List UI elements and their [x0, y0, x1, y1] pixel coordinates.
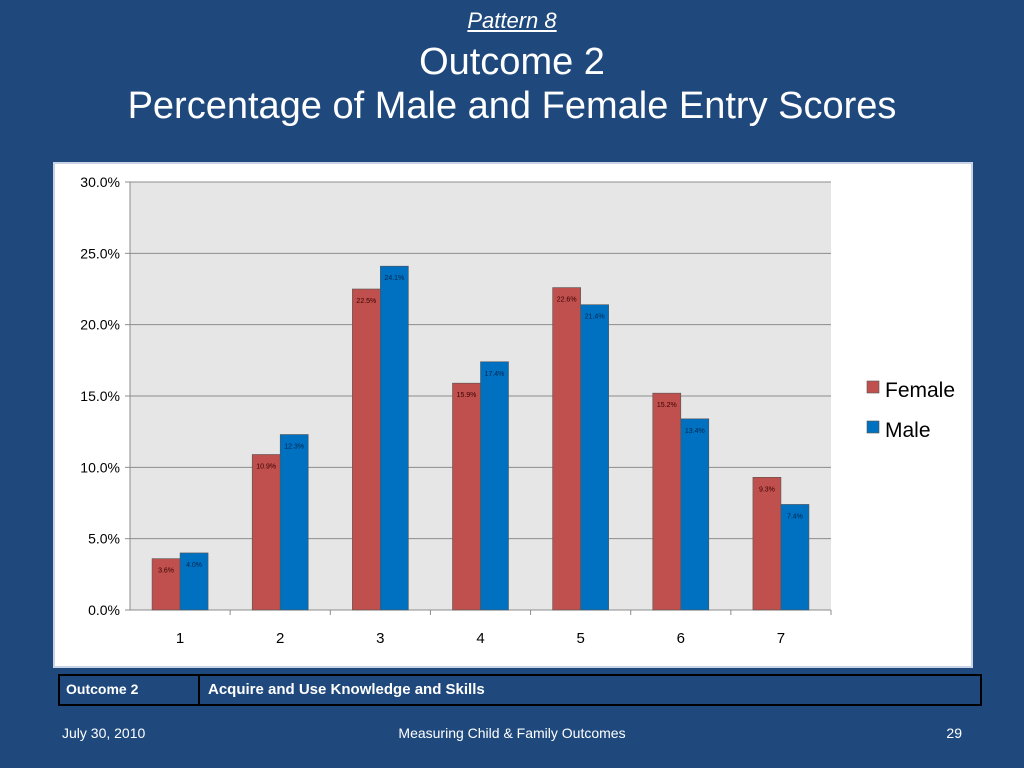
x-tick-label: 6 — [677, 630, 685, 647]
data-label-female: 22.6% — [557, 297, 577, 304]
data-label-male: 13.4% — [685, 428, 705, 435]
outcome-table: Outcome 2 Acquire and Use Knowledge and … — [58, 674, 982, 706]
y-tick-label: 0.0% — [88, 602, 120, 618]
bar-male-6 — [680, 418, 710, 611]
bar-female-6 — [652, 392, 682, 611]
bar-male-4 — [480, 361, 509, 611]
bar-female-7 — [752, 477, 782, 611]
data-label-male: 7.4% — [787, 513, 803, 520]
data-label-female: 3.6% — [158, 568, 174, 575]
y-tick-label: 5.0% — [88, 531, 120, 547]
bar-female-5 — [552, 287, 581, 611]
slide-title: Pattern 8 Outcome 2 Percentage of Male a… — [0, 6, 1024, 128]
bar-male-3 — [380, 265, 409, 611]
footer-page-number: 29 — [946, 725, 962, 741]
footer-date: July 30, 2010 — [62, 725, 146, 741]
x-tick-label: 7 — [777, 630, 785, 647]
data-label-male: 4.0% — [186, 562, 202, 569]
x-tick-label: 3 — [376, 630, 384, 647]
legend-swatch-male — [866, 420, 880, 434]
x-tick-label: 2 — [276, 630, 284, 647]
legend-label-male: Male — [885, 419, 931, 442]
chart-subtitle: Percentage of Male and Female Entry Scor… — [127, 85, 897, 127]
x-tick-label: 4 — [476, 630, 484, 647]
bar-chart: 0.0% 5.0% 10.0% 15.0% 20.0% 25.0% 30.0% 3.6% 4.0… — [80, 174, 955, 647]
data-label-male: 12.3% — [284, 444, 304, 451]
data-label-female: 10.9% — [256, 463, 276, 470]
legend-swatch-female — [866, 380, 880, 394]
y-tick-label: 25.0% — [80, 245, 120, 261]
y-tick-label: 10.0% — [80, 459, 120, 475]
bar-female-4 — [452, 382, 481, 611]
legend-label-female: Female — [885, 379, 955, 402]
y-tick-label: 20.0% — [80, 317, 120, 333]
bar-female-3 — [352, 288, 381, 611]
x-tick-label: 5 — [576, 630, 584, 647]
data-label-female: 22.5% — [356, 298, 376, 305]
x-tick-label: 1 — [176, 630, 184, 647]
data-label-female: 15.2% — [657, 402, 677, 409]
outcome-table-value: Acquire and Use Knowledge and Skills — [208, 681, 485, 698]
data-label-male: 24.1% — [384, 275, 404, 282]
y-tick-label: 30.0% — [80, 174, 120, 190]
bar-male-7 — [780, 504, 810, 611]
y-tick-label: 15.0% — [80, 388, 120, 404]
footer-title: Measuring Child & Family Outcomes — [398, 725, 626, 741]
data-label-male: 17.4% — [485, 371, 505, 378]
data-label-male: 21.4% — [585, 314, 605, 321]
bar-male-2 — [279, 434, 309, 611]
bar-female-1 — [151, 558, 181, 611]
chart-container: 0.0% 5.0% 10.0% 15.0% 20.0% 25.0% 30.0% 3.6% 4.0… — [53, 162, 973, 668]
data-label-female: 15.9% — [457, 392, 477, 399]
bar-male-5 — [580, 304, 609, 611]
outcome-heading: Outcome 2 — [419, 41, 605, 83]
bar-male-1 — [179, 552, 209, 611]
outcome-table-label: Outcome 2 — [60, 676, 200, 704]
pattern-heading: Pattern 8 — [467, 8, 557, 33]
data-label-female: 9.3% — [759, 486, 775, 493]
bar-female-2 — [251, 454, 281, 611]
